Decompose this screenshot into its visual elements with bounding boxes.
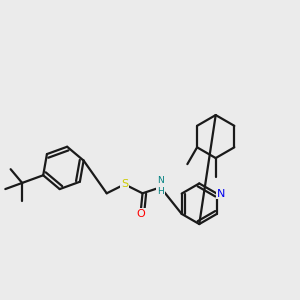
Text: N: N [217, 189, 225, 199]
Text: N
H: N H [157, 176, 164, 196]
Text: S: S [121, 179, 128, 189]
Text: O: O [136, 209, 145, 219]
